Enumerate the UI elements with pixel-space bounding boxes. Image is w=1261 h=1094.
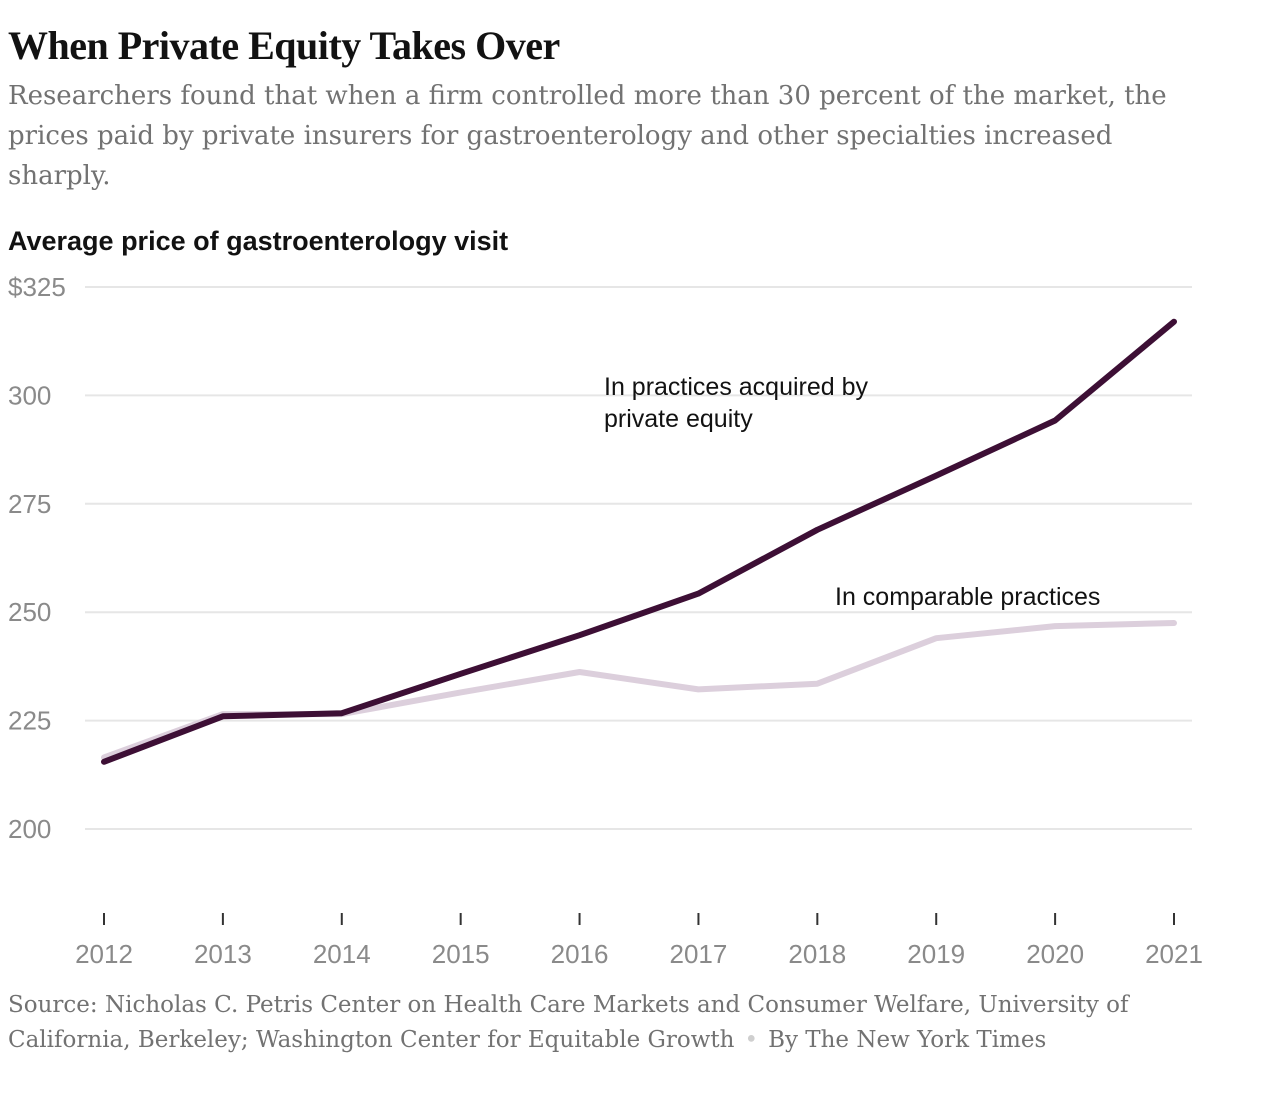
- y-tick-label-275: 275: [8, 489, 51, 519]
- source-note: Source: Nicholas C. Petris Center on Hea…: [8, 988, 1228, 1058]
- headline: When Private Equity Takes Over: [8, 23, 560, 68]
- gridlines: [85, 286, 1192, 830]
- byline: By The New York Times: [768, 1027, 1047, 1053]
- x-tick-label-2012: 2012: [75, 939, 133, 969]
- x-tick-label-2013: 2013: [194, 939, 252, 969]
- y-axis-tick-labels: 200 225 250 275 300 $325: [8, 272, 66, 844]
- series-label-0-line-0: In comparable practices: [835, 583, 1100, 611]
- x-tick-label-2016: 2016: [551, 939, 609, 969]
- x-tick-label-2019: 2019: [907, 939, 965, 969]
- y-tick-label-325: $325: [8, 272, 66, 302]
- x-tick-label-2015: 2015: [432, 939, 490, 969]
- x-tick-label-2018: 2018: [788, 939, 846, 969]
- subhead: Researchers found that when a firm contr…: [8, 81, 1167, 191]
- series-label-1-line-0: In practices acquired by: [604, 373, 869, 401]
- x-tick-label-2017: 2017: [670, 939, 728, 969]
- y-tick-label-300: 300: [8, 380, 51, 410]
- x-tick-label-2021: 2021: [1145, 939, 1203, 969]
- series-label-1-line-1: private equity: [604, 405, 753, 433]
- y-tick-label-225: 225: [8, 706, 51, 736]
- x-tick-label-2020: 2020: [1026, 939, 1084, 969]
- series-labels: In comparable practices In practices acqu…: [604, 373, 1100, 611]
- series-lines: [101, 318, 1177, 765]
- x-tick-label-2014: 2014: [313, 939, 371, 969]
- source-text: Source: Nicholas C. Petris Center on Hea…: [8, 992, 1129, 1053]
- separator-dot: •: [744, 1027, 759, 1053]
- x-axis: 2012 2013 2014 2015 2016 2017 2018 2019 2020 2021: [75, 913, 1203, 969]
- y-tick-label-250: 250: [8, 597, 51, 627]
- series-line-1: [101, 318, 1177, 765]
- series-line-0: [101, 620, 1177, 761]
- y-tick-label-200: 200: [8, 814, 51, 844]
- chart-title: Average price of gastroenterology visit: [8, 226, 509, 256]
